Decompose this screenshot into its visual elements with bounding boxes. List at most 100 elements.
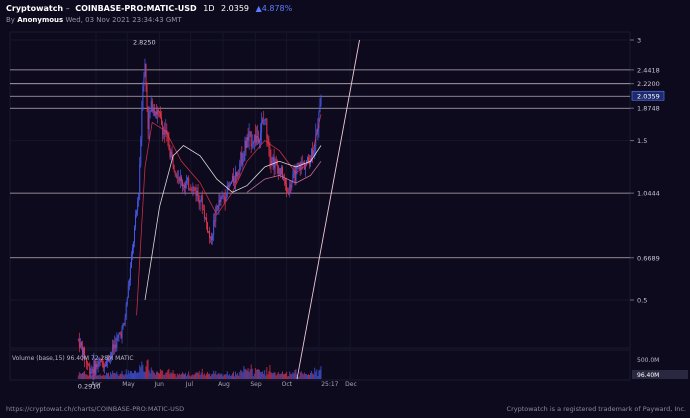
candles	[77, 58, 322, 381]
candle-body	[119, 333, 121, 335]
trendline-layer[interactable]	[296, 39, 360, 380]
candle-body	[126, 297, 128, 305]
volume-bar	[120, 373, 122, 379]
candle-body	[129, 267, 131, 280]
volume-bar	[167, 370, 169, 379]
volume-bar	[255, 369, 257, 379]
candle-body	[320, 96, 322, 106]
moving-averages	[136, 114, 322, 316]
candle-body	[265, 118, 267, 120]
moving-average-white	[144, 144, 322, 301]
candle-body	[262, 119, 264, 123]
candle-body	[207, 222, 208, 232]
candle-body	[162, 124, 164, 135]
volume-bar	[294, 370, 296, 379]
volume-bar	[77, 375, 79, 379]
volume-bar	[129, 370, 131, 379]
candle-body	[199, 200, 201, 204]
candle-body	[289, 184, 291, 195]
candle-body	[301, 162, 303, 165]
volume-bar	[246, 370, 248, 379]
candle-body	[200, 195, 202, 201]
candle-body	[266, 118, 268, 138]
candle-body	[203, 209, 205, 219]
candle-body	[170, 151, 172, 158]
volume-bar	[311, 370, 313, 379]
volume-bar	[104, 375, 106, 379]
volume-bar	[124, 373, 126, 379]
volume-bar	[309, 375, 310, 379]
candle-body	[124, 316, 126, 325]
volume-bar	[139, 365, 141, 379]
candle-body	[157, 110, 158, 115]
candle-body	[143, 76, 145, 87]
candle-body	[80, 342, 82, 347]
volume-bar	[192, 374, 194, 379]
candle-body	[241, 152, 243, 166]
volume-bar	[288, 375, 290, 379]
candle-body	[93, 360, 95, 374]
candle-body	[260, 132, 262, 140]
volume-bar	[95, 370, 97, 379]
volume-bar	[262, 371, 264, 379]
candle-body	[89, 364, 91, 374]
y-tick-label: 1.0444	[637, 190, 660, 198]
candle-body	[115, 344, 117, 348]
volume-bar	[175, 376, 177, 379]
volume-bar	[247, 368, 249, 379]
candle-body	[88, 364, 90, 366]
app-logo[interactable]: Cryptowatch	[6, 4, 64, 13]
candle-body	[190, 188, 192, 191]
timeframe-label[interactable]: 1D	[203, 4, 215, 13]
y-tick-label: 2.4418	[637, 66, 660, 74]
candle-body	[103, 364, 105, 369]
candle-body	[173, 164, 175, 171]
candle-body	[172, 154, 174, 165]
trademark-note: Cryptowatch is a registered trademark of…	[506, 405, 686, 413]
candle-body	[283, 179, 284, 180]
candle-body	[226, 185, 228, 198]
volume-bar	[122, 374, 124, 379]
candle-body	[114, 344, 116, 349]
candle-body	[237, 173, 239, 177]
volume-bar	[320, 366, 322, 379]
volume-bar	[305, 374, 307, 379]
volume-bar	[114, 372, 116, 379]
candle-body	[120, 333, 122, 338]
candle-body	[175, 174, 177, 176]
candle-body	[250, 131, 252, 147]
candle-body	[269, 147, 271, 158]
candle-body	[132, 247, 133, 255]
source-url[interactable]: https://cryptowat.ch/charts/COINBASE-PRO…	[6, 405, 185, 413]
candle-body	[290, 184, 292, 188]
candle-body	[96, 364, 98, 367]
volume-bar	[228, 374, 230, 379]
volume-bar	[185, 372, 187, 379]
candle-body	[202, 209, 204, 211]
candle-body	[140, 138, 142, 165]
volume-bar	[318, 370, 320, 379]
candle-body	[196, 191, 198, 196]
volume-bar	[317, 376, 319, 379]
volume-bar	[236, 374, 238, 379]
volume-bar	[212, 373, 214, 379]
volume-bar	[155, 371, 157, 379]
market-symbol[interactable]: COINBASE-PRO:MATIC-USD	[75, 4, 197, 13]
volume-bar	[237, 372, 239, 379]
candle-body	[220, 197, 222, 202]
volume-bar	[115, 373, 117, 379]
y-tick-label: 0.6689	[637, 254, 660, 262]
candle-body	[164, 129, 166, 135]
volume-bar	[265, 375, 267, 379]
volume-bar	[270, 372, 272, 379]
candle-body	[309, 162, 310, 165]
candle-body	[78, 339, 80, 348]
candle-body	[225, 197, 227, 202]
volume-bar	[148, 370, 150, 379]
volume-bar	[295, 369, 297, 379]
volume-bar	[285, 373, 287, 379]
volume-bar	[221, 374, 223, 379]
volume-bar	[275, 375, 277, 379]
volume-bar	[196, 372, 198, 379]
